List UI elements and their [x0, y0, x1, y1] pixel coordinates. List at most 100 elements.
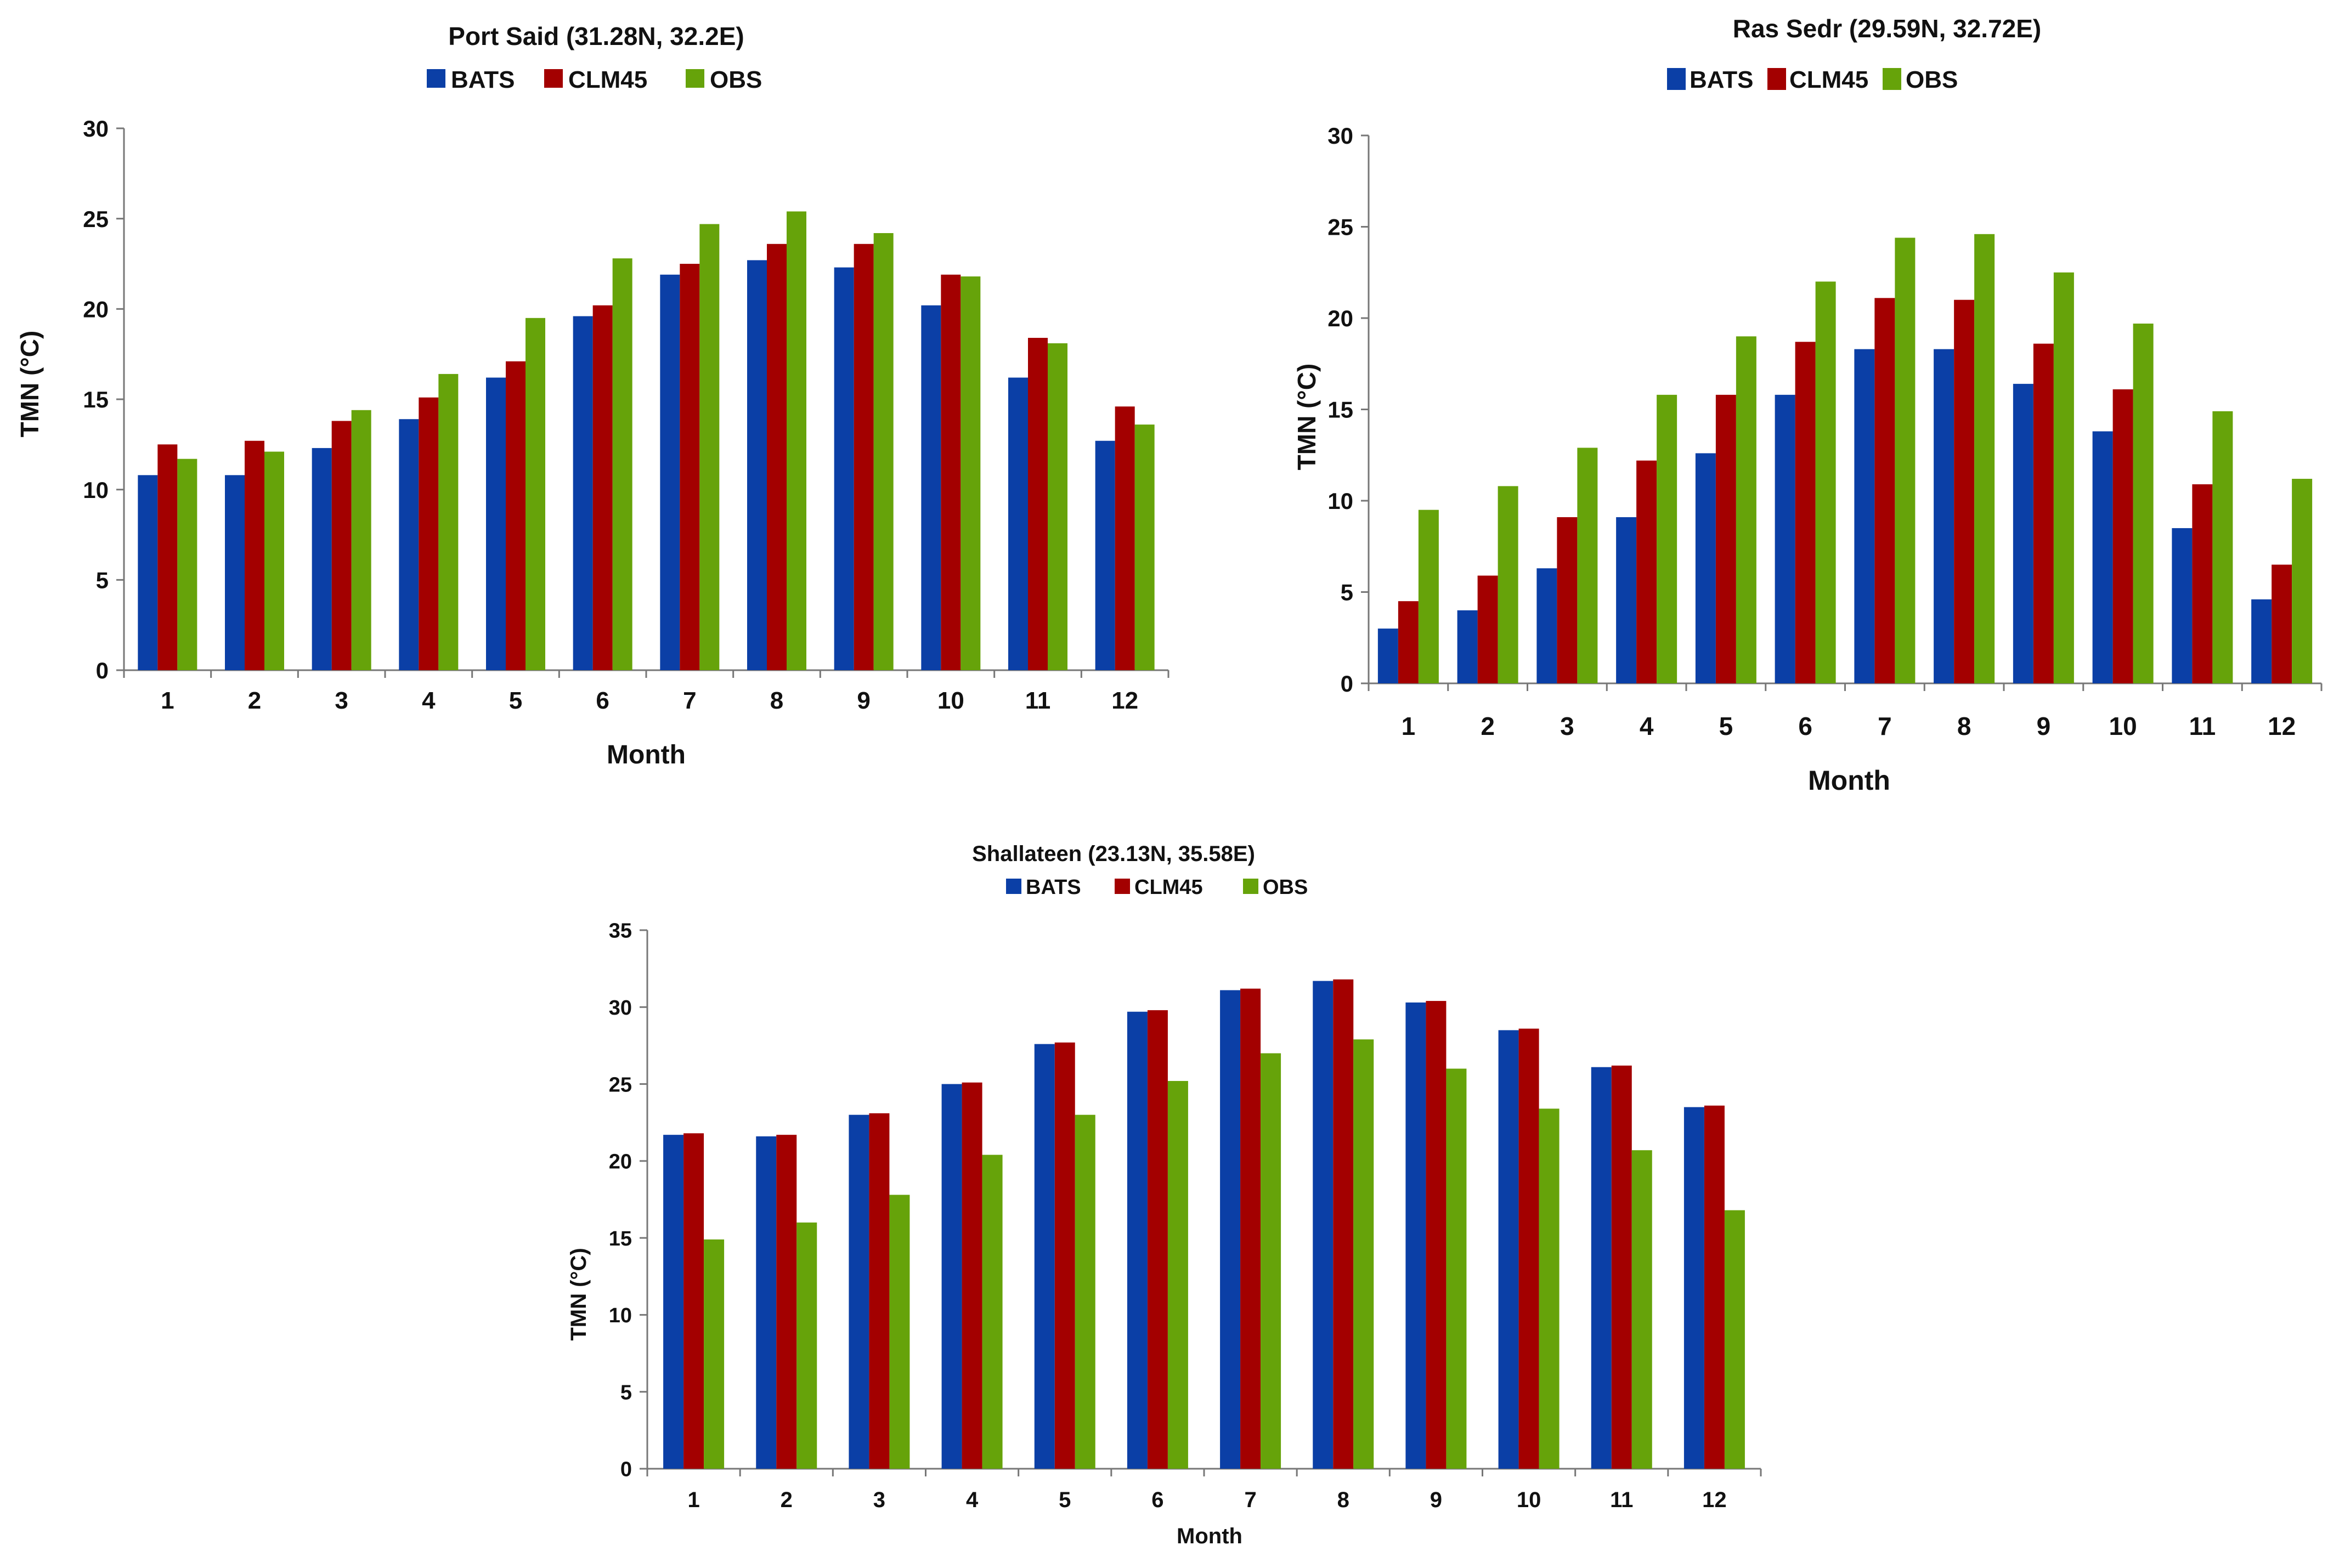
bar-clm45-month-9: [854, 244, 874, 671]
bar-obs-month-2: [264, 451, 284, 670]
bar-obs-month-10: [1539, 1108, 1560, 1469]
y-tick-label: 10: [609, 1304, 632, 1327]
bar-bats-month-7: [1220, 990, 1241, 1469]
bar-clm45-month-8: [1954, 299, 1975, 683]
x-tick-label: 12: [2268, 712, 2296, 740]
x-tick-label: 3: [1560, 712, 1574, 740]
bar-bats-month-5: [1034, 1044, 1055, 1469]
bar-clm45-month-7: [1240, 988, 1261, 1469]
bar-obs-month-4: [982, 1154, 1003, 1469]
bar-bats-month-9: [1405, 1002, 1426, 1469]
x-tick-label: 8: [1337, 1488, 1349, 1512]
bar-obs-month-1: [177, 458, 197, 670]
bar-bats-month-4: [1616, 517, 1637, 683]
bar-bats-month-6: [1775, 394, 1795, 683]
bar-bats-month-2: [756, 1136, 777, 1469]
x-tick-label: 4: [1640, 712, 1654, 740]
bar-clm45-month-3: [869, 1113, 890, 1469]
bar-bats-month-1: [1377, 629, 1398, 683]
y-tick-label: 15: [609, 1227, 632, 1250]
bar-clm45-month-5: [506, 361, 526, 670]
bar-bats-month-5: [1695, 453, 1716, 683]
y-tick-label: 30: [83, 116, 109, 141]
bar-obs-month-3: [1577, 448, 1598, 683]
chart-shallateen: Shallateen (23.13N, 35.58E) BATS CLM45 O…: [521, 828, 1838, 1565]
bar-obs-month-4: [438, 373, 459, 670]
legend-label-clm45: CLM45: [1789, 66, 1868, 93]
legend-label-obs: OBS: [1906, 66, 1958, 93]
bar-clm45-month-4: [962, 1082, 982, 1469]
x-tick-label: 8: [770, 687, 783, 714]
x-tick-label: 11: [2189, 712, 2216, 740]
legend-swatch-bats: [1667, 68, 1686, 90]
bar-obs-month-1: [1418, 510, 1439, 683]
x-axis-label: Month: [1808, 765, 1890, 796]
legend-swatch-clm45: [1115, 879, 1130, 894]
bar-clm45-month-12: [1704, 1105, 1725, 1469]
bar-obs-month-3: [351, 410, 371, 670]
y-tick-label: 25: [609, 1073, 632, 1096]
bar-obs-month-6: [612, 258, 632, 670]
bar-obs-month-12: [1134, 424, 1155, 670]
bar-bats-month-8: [1313, 981, 1334, 1469]
x-tick-label: 10: [2109, 712, 2137, 740]
bar-clm45-month-1: [683, 1133, 704, 1469]
bar-obs-month-4: [1657, 394, 1677, 683]
bar-clm45-month-6: [592, 305, 613, 670]
chart-ras-sedr-svg: Ras Sedr (29.59N, 32.72E) BATS CLM45 OBS…: [1292, 14, 2323, 796]
bar-bats-month-6: [1127, 1011, 1148, 1469]
bar-clm45-month-12: [1115, 406, 1135, 670]
bar-bats-month-10: [2092, 431, 2113, 683]
bar-clm45-month-7: [680, 264, 700, 670]
chart-port-said: Port Said (31.28N, 32.2E) BATS CLM45 OBS…: [0, 0, 1196, 795]
bar-clm45-month-1: [1398, 601, 1419, 683]
bar-obs-month-7: [699, 224, 720, 671]
y-tick-label: 5: [1341, 580, 1353, 605]
bar-obs-month-3: [889, 1195, 910, 1469]
bar-clm45-month-2: [245, 440, 264, 670]
bar-bats-month-8: [747, 260, 767, 670]
y-tick-label: 0: [96, 658, 109, 683]
x-tick-label: 8: [1957, 712, 1971, 740]
bar-bats-month-3: [849, 1114, 869, 1469]
x-tick-label: 4: [966, 1488, 979, 1512]
bar-clm45-month-10: [941, 274, 961, 670]
x-tick-label: 5: [1059, 1488, 1071, 1512]
bar-bats-month-3: [312, 448, 332, 670]
x-tick-label: 7: [1878, 712, 1892, 740]
y-tick-label: 0: [620, 1458, 632, 1481]
chart-shallateen-svg: Shallateen (23.13N, 35.58E) BATS CLM45 O…: [567, 842, 1762, 1548]
bar-clm45-month-9: [2033, 343, 2054, 683]
chart-title: Shallateen (23.13N, 35.58E): [972, 842, 1255, 866]
bar-clm45-month-8: [1333, 979, 1354, 1469]
bar-bats-month-4: [941, 1084, 962, 1469]
chart-port-said-svg: Port Said (31.28N, 32.2E) BATS CLM45 OBS…: [15, 22, 1170, 769]
bar-clm45-month-10: [2112, 389, 2133, 683]
legend-swatch-obs: [1883, 68, 1901, 90]
bar-clm45-month-7: [1874, 298, 1895, 683]
bar-bats-month-6: [573, 316, 593, 670]
bar-clm45-month-5: [1054, 1042, 1075, 1469]
bar-bats-month-10: [921, 305, 941, 670]
x-tick-label: 9: [857, 687, 870, 714]
legend-label-clm45: CLM45: [568, 66, 647, 93]
y-tick-label: 35: [609, 920, 632, 943]
bar-obs-month-6: [1815, 281, 1836, 683]
x-tick-label: 1: [161, 687, 174, 714]
x-tick-label: 10: [1517, 1488, 1541, 1512]
bar-clm45-month-4: [419, 397, 439, 670]
bar-clm45-month-2: [776, 1135, 797, 1469]
bar-obs-month-6: [1167, 1080, 1188, 1469]
y-axis-label: TMN (°C): [567, 1248, 591, 1340]
legend-swatch-clm45: [544, 69, 563, 88]
bar-clm45-month-11: [2192, 484, 2213, 683]
x-tick-label: 3: [873, 1488, 885, 1512]
bar-clm45-month-11: [1611, 1065, 1632, 1469]
x-tick-label: 6: [1151, 1488, 1163, 1512]
legend-label-bats: BATS: [1690, 66, 1754, 93]
bar-obs-month-8: [1353, 1039, 1374, 1469]
x-tick-label: 10: [937, 687, 964, 714]
